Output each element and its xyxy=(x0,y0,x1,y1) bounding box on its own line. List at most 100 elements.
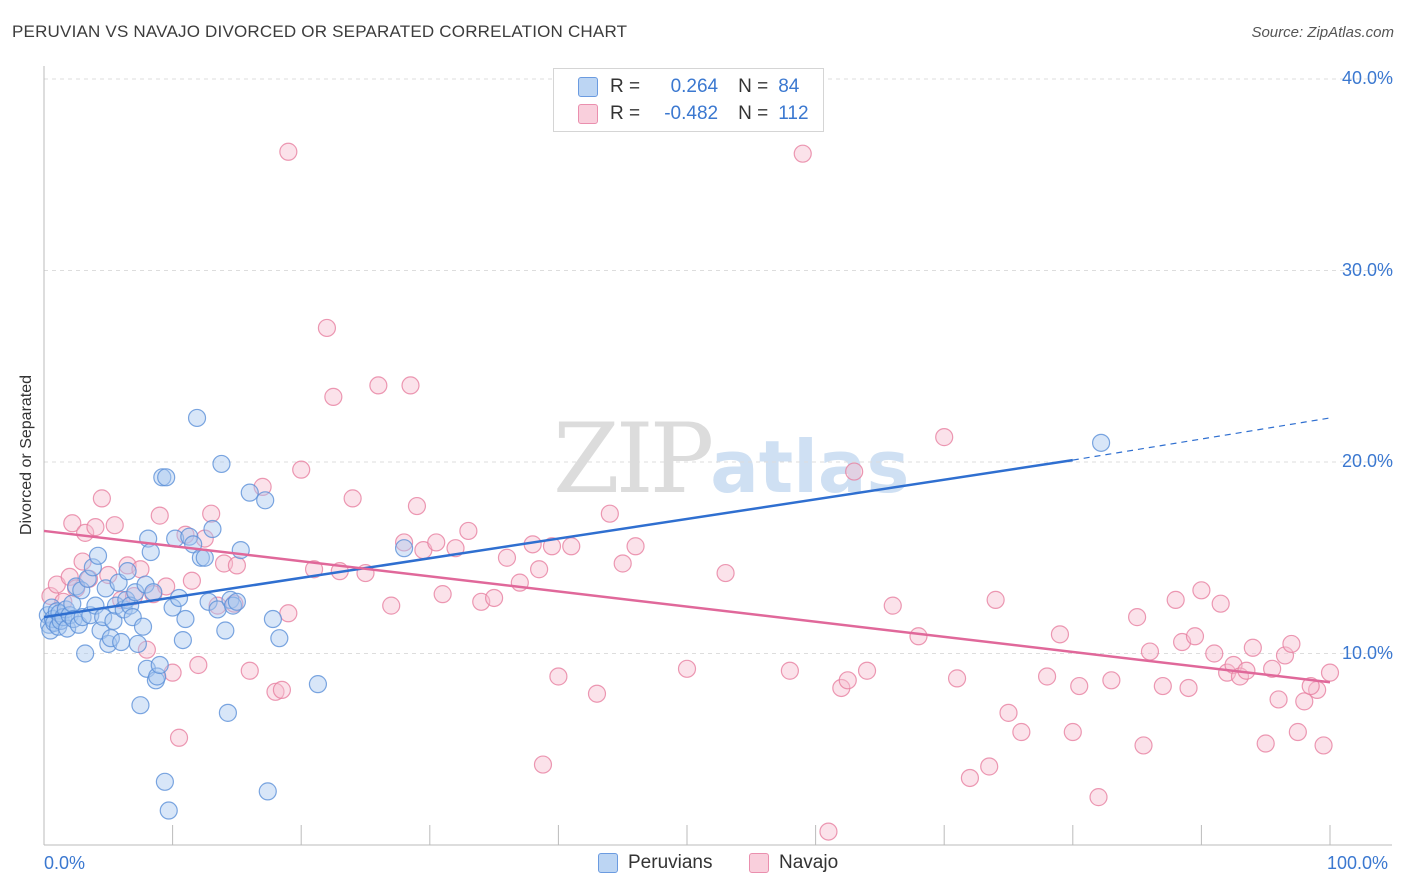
peruvian-point xyxy=(101,629,120,648)
legend-row-navajo: R = -0.482 N = 112 xyxy=(578,101,809,127)
navajo-point xyxy=(1243,638,1262,657)
x-tick-label-min: 0.0% xyxy=(44,853,86,873)
navajo-point xyxy=(530,560,549,579)
navajo-point xyxy=(909,627,928,646)
peruvian-point xyxy=(150,655,169,675)
peruvian-point xyxy=(163,598,182,617)
navajo-point xyxy=(857,661,877,680)
y-axis-label: Divorced or Separated xyxy=(18,374,35,536)
navajo-point xyxy=(427,533,446,552)
navajo-point xyxy=(182,571,201,590)
navajo-point xyxy=(1037,667,1057,686)
peruvian-point xyxy=(72,581,91,600)
navajo-point xyxy=(1153,676,1172,696)
navajo-point xyxy=(587,684,607,703)
navajo-point xyxy=(189,655,208,675)
navajo-point xyxy=(485,588,504,608)
navajo-point xyxy=(1166,590,1185,609)
navajo-point xyxy=(324,387,343,406)
peruvian-point xyxy=(88,546,108,565)
navajo-point xyxy=(240,661,259,680)
navajo-point xyxy=(793,144,812,163)
peruvian-point xyxy=(118,562,137,581)
navajo-point xyxy=(947,669,967,688)
navajo-point xyxy=(1205,644,1224,663)
peruvian-point xyxy=(227,592,246,611)
legend-r-value: 0.264 xyxy=(670,76,719,97)
peruvian-point xyxy=(203,519,222,539)
navajo-point xyxy=(60,567,79,587)
navajo-point xyxy=(838,671,857,690)
peruvian-point xyxy=(258,782,277,801)
peruvian-point xyxy=(176,609,195,629)
peruvian-trend-line xyxy=(43,458,1073,619)
bottom-legend-navajo: Navajo xyxy=(749,852,838,874)
navajo-point xyxy=(1256,734,1275,753)
peruvian-point xyxy=(112,632,131,652)
y-tick-label: 10.0% xyxy=(1341,642,1393,663)
navajo-point xyxy=(845,462,864,481)
peruvian-point xyxy=(208,600,227,619)
peruvian-point xyxy=(240,483,259,502)
navajo-point xyxy=(394,533,414,552)
navajo-swatch xyxy=(578,104,598,124)
y-tick-label: 20.0% xyxy=(1341,451,1393,471)
navajo-point xyxy=(960,768,980,788)
y-tick-label: 30.0% xyxy=(1341,259,1393,280)
navajo-point xyxy=(883,596,902,615)
navajo-point xyxy=(1050,625,1070,644)
peruvian-point xyxy=(216,621,235,640)
legend-r-value: -0.482 xyxy=(664,103,719,124)
navajo-point xyxy=(407,496,427,516)
peruvian-point xyxy=(144,583,163,602)
navajo-point xyxy=(1179,678,1198,698)
bottom-legend-label: Navajo xyxy=(779,852,839,873)
navajo-point xyxy=(626,537,645,556)
navajo-point xyxy=(999,703,1018,722)
legend-n-value: 84 xyxy=(778,76,800,97)
peruvian-point xyxy=(133,617,153,636)
navajo-point xyxy=(1185,627,1205,646)
navajo-point xyxy=(1314,736,1333,755)
navajo-point xyxy=(497,548,517,567)
navajo-point xyxy=(980,757,999,776)
peruvian-point xyxy=(126,583,145,602)
peruvian-point xyxy=(148,667,167,686)
peruvian-point xyxy=(83,558,102,577)
legend-row-peruvians: R = 0.264 N = 84 xyxy=(578,74,799,100)
navajo-point xyxy=(227,556,246,575)
peruvian-point xyxy=(218,703,237,722)
navajo-point xyxy=(343,489,362,508)
navajo-point xyxy=(1140,642,1160,661)
navajo-point xyxy=(1282,634,1301,654)
peruvian-point xyxy=(212,454,231,474)
navajo-point xyxy=(1275,646,1295,665)
peruvian-point xyxy=(128,634,147,654)
peruvian-point xyxy=(136,575,155,594)
navajo-trend-line xyxy=(43,529,1331,684)
navajo-point xyxy=(272,680,292,699)
peruvian-point xyxy=(91,621,110,640)
peruvian-point xyxy=(131,696,150,715)
navajo-point xyxy=(1012,722,1031,742)
navajo-point xyxy=(459,521,478,541)
peruvian-point xyxy=(58,619,77,638)
navajo-point xyxy=(542,537,562,556)
peruvian-point xyxy=(1091,433,1111,452)
navajo-point xyxy=(716,563,735,583)
navajo-point xyxy=(1063,722,1082,742)
correlation-legend: R = 0.264 N = 84 R = -0.482 N = 112 xyxy=(553,68,824,132)
navajo-point xyxy=(150,506,169,525)
navajo-point xyxy=(1102,671,1121,690)
peruvian-point xyxy=(153,468,172,487)
watermark-zip: ZIP xyxy=(553,403,714,515)
peruvian-swatch xyxy=(578,77,598,97)
chart-title: PERUVIAN VS NAVAJO DIVORCED OR SEPARATED… xyxy=(12,22,628,41)
navajo-point xyxy=(279,142,298,161)
navajo-point xyxy=(1127,608,1147,627)
grid-lines xyxy=(44,78,1392,654)
peruvian-point xyxy=(78,569,97,588)
peruvian-point xyxy=(159,801,178,820)
peruvian-point xyxy=(394,539,414,558)
